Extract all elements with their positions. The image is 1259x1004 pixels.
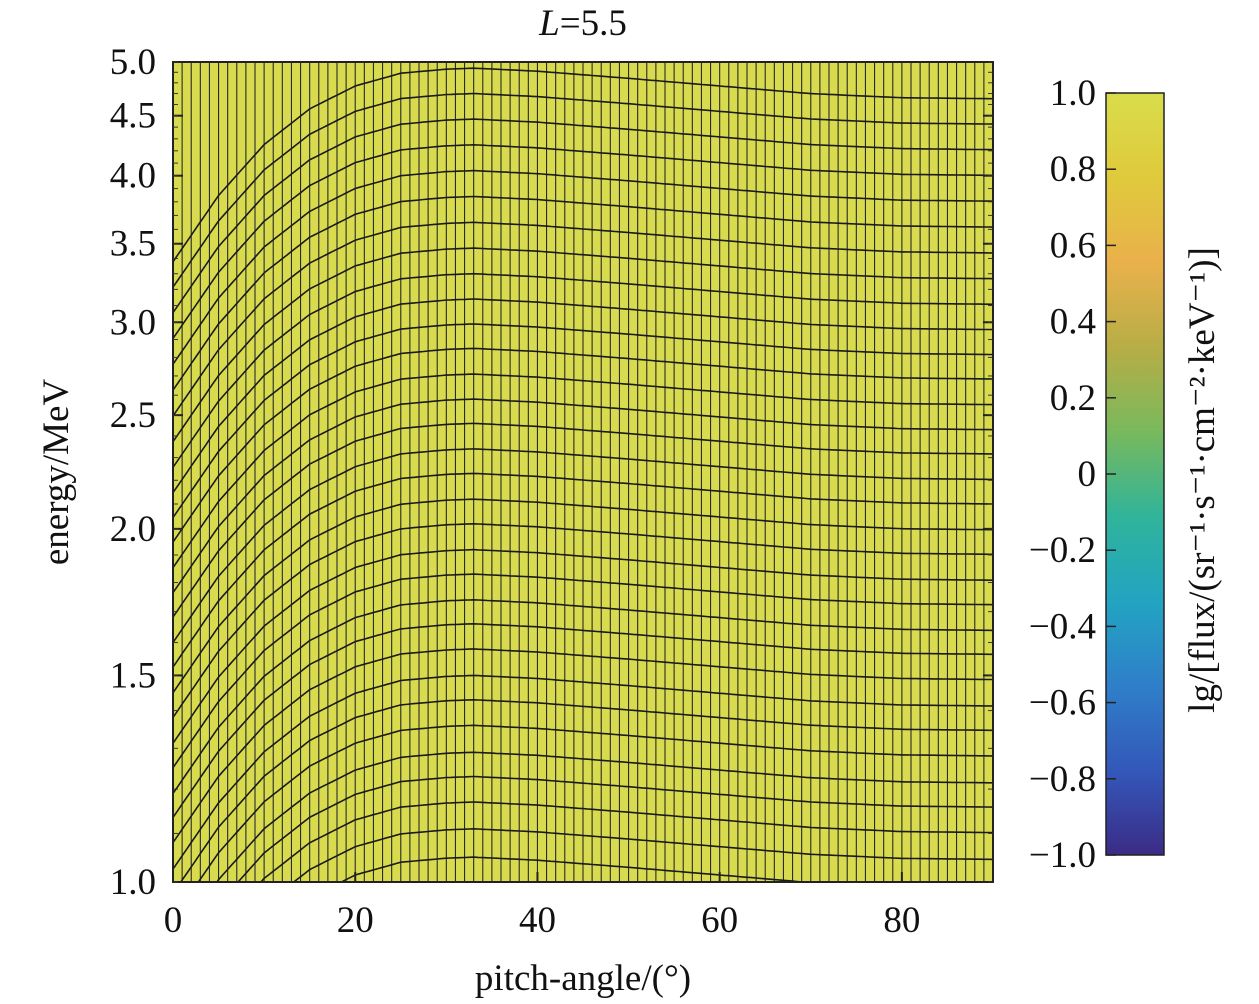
chart-title: L=5.5: [538, 3, 627, 44]
contour-line: [173, 522, 993, 718]
x-tick-label: 60: [701, 900, 738, 941]
contour-line: [173, 373, 993, 569]
y-tick-label: 3.5: [110, 224, 156, 265]
contour-line: [173, 347, 993, 543]
plot-area: [172, 61, 994, 883]
contour-line: [173, 472, 993, 668]
x-axis: 0 20 40 60 80: [164, 872, 920, 941]
contour-line: [173, 548, 993, 744]
colorbar-tick-label: 0.4: [1050, 302, 1096, 343]
vertical-grid-lines: [181, 62, 985, 882]
y-tick-label: 2.5: [110, 395, 156, 436]
contour-line: [197, 724, 993, 882]
contour-line: [339, 856, 816, 882]
contour-line: [173, 598, 993, 794]
contour-line: [173, 272, 993, 468]
contour-line: [215, 751, 993, 882]
colorbar-tick-label: −0.8: [1029, 759, 1096, 800]
x-tick-label: 40: [519, 900, 556, 941]
contour-line: [292, 827, 993, 882]
colorbar-tick-label: 0.6: [1050, 225, 1096, 266]
colorbar-tick-label: −0.2: [1029, 530, 1096, 571]
x-tick-label: 80: [883, 900, 920, 941]
colorbar-tick-label: −0.6: [1029, 683, 1096, 724]
colorbar-tick-label: 1.0: [1050, 73, 1096, 114]
y-tick-label: 2.0: [110, 509, 156, 550]
contour-line: [173, 398, 993, 594]
contour-line: [173, 247, 993, 443]
y-tick-label: 4.0: [110, 156, 156, 197]
contour-line: [173, 448, 993, 643]
contour-line: [179, 698, 993, 882]
colorbar-tick-label: −0.4: [1029, 606, 1096, 647]
contour-line: [173, 118, 993, 314]
contour-lines: [173, 67, 993, 882]
contour-line: [173, 674, 993, 870]
y-axis: 1.0 1.5 2.0 2.5 3.0 3.5 4.0 4.5 5.0: [110, 42, 993, 903]
contour-line: [173, 298, 993, 494]
contour-line: [173, 422, 993, 618]
y-axis-label: energy/MeV: [36, 379, 77, 566]
colorbar-tick-label: −1.0: [1029, 835, 1096, 876]
colorbar: 1.0 0.8 0.6 0.4 0.2 0 −0.2 −0.4 −0.6 −0.8 −1.0 lg/…: [1029, 73, 1223, 876]
y-tick-label: 4.5: [110, 96, 156, 137]
x-axis-label: pitch-angle/(°): [475, 958, 691, 999]
colorbar-label: lg/[flux/(sr⁻¹·s⁻¹·cm⁻²·keV⁻¹)]: [1182, 247, 1223, 713]
contour-line: [173, 573, 993, 769]
contour-line: [173, 622, 993, 818]
x-tick-label: 20: [337, 900, 374, 941]
contour-line: [173, 143, 993, 339]
y-tick-label: 1.5: [110, 655, 156, 696]
colorbar-tick-label: 0: [1078, 454, 1097, 495]
y-tick-label: 1.0: [110, 862, 156, 903]
plot-frame: [172, 61, 994, 883]
contour-line: [173, 195, 993, 391]
colorbar-ticks: 1.0 0.8 0.6 0.4 0.2 0 −0.2 −0.4 −0.6 −0.8 −1.0: [1029, 73, 1116, 876]
contour-line: [237, 775, 993, 882]
colorbar-tick-label: 0.8: [1050, 149, 1096, 190]
y-tick-label: 5.0: [110, 42, 156, 83]
contour-line: [173, 92, 993, 288]
colorbar-tick-label: 0.2: [1050, 378, 1096, 419]
contour-line: [173, 498, 993, 694]
x-tick-label: 0: [164, 900, 183, 941]
y-tick-label: 3.0: [110, 302, 156, 343]
contour-line: [259, 801, 993, 882]
contour-line: [173, 169, 993, 365]
contour-line: [173, 648, 993, 844]
contour-line: [173, 67, 993, 263]
contour-line: [173, 323, 993, 519]
contour-line: [173, 221, 993, 417]
